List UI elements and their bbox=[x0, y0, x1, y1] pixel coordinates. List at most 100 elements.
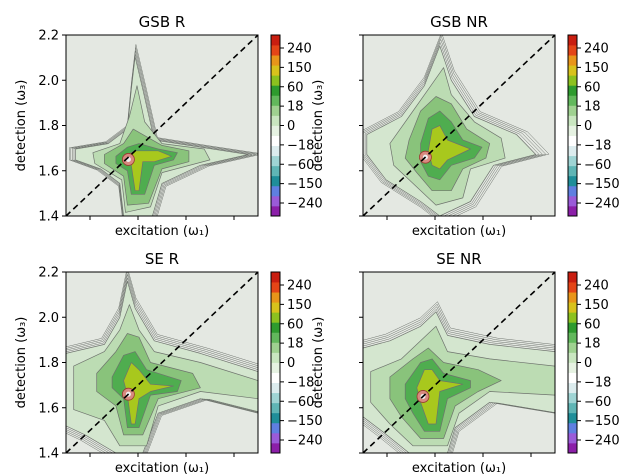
colorbar-segment bbox=[271, 135, 280, 147]
y-tick-label: 2.2 bbox=[38, 29, 59, 44]
y-tick-label: 1.4 bbox=[38, 447, 59, 462]
colorbar-segment bbox=[271, 382, 280, 394]
colorbar-segment bbox=[271, 372, 280, 384]
colorbar-segment bbox=[568, 342, 577, 353]
colorbar-segment bbox=[271, 322, 280, 333]
colorbar-tick-label: −60 bbox=[287, 395, 314, 410]
colorbar-tick-label: 240 bbox=[584, 279, 609, 294]
colorbar-segment bbox=[271, 402, 280, 414]
colorbar-tick-label: 60 bbox=[584, 317, 601, 332]
contour-line bbox=[66, 277, 258, 453]
contour-line bbox=[364, 41, 540, 216]
colorbar-segment bbox=[271, 35, 280, 46]
colorbar-tick-label: 240 bbox=[287, 42, 312, 57]
panel-se-r: SE R excitation (ω₁) detection (ω₃) 1.4 1.6 1… bbox=[14, 250, 323, 475]
colorbar-tick-label: −150 bbox=[584, 414, 620, 429]
colorbar-segment bbox=[568, 195, 577, 207]
diagonal-line bbox=[363, 35, 555, 216]
y-tick-label: 1.8 bbox=[38, 119, 59, 134]
colorbar-tick-label: −60 bbox=[584, 395, 611, 410]
colorbar-segment bbox=[568, 372, 577, 384]
contour-line bbox=[363, 306, 555, 453]
colorbar-segment bbox=[568, 35, 577, 46]
colorbar-segment bbox=[568, 115, 577, 126]
colorbar-tick-label: 240 bbox=[584, 42, 609, 57]
panel-title: GSB NR bbox=[430, 13, 488, 31]
colorbar-segment bbox=[271, 432, 280, 444]
colorbar-segment bbox=[271, 175, 280, 187]
contour-line bbox=[363, 303, 555, 453]
colorbar-tick-label: −150 bbox=[584, 177, 620, 192]
colorbar-tick-label: 60 bbox=[584, 80, 601, 95]
colorbar-segment bbox=[568, 302, 577, 313]
colorbar-segment bbox=[568, 412, 577, 424]
colorbar-segment bbox=[271, 292, 280, 303]
colorbar-segment bbox=[568, 432, 577, 444]
colorbar-segment bbox=[568, 282, 577, 293]
colorbar-tick-label: 18 bbox=[287, 337, 304, 352]
colorbar-segment bbox=[568, 45, 577, 56]
colorbar-segment bbox=[568, 402, 577, 414]
colorbar-tick-label: 240 bbox=[287, 279, 312, 294]
contour-level bbox=[123, 362, 174, 425]
colorbar-segment bbox=[568, 135, 577, 147]
x-axis-label: excitation (ω₁) bbox=[115, 224, 209, 239]
contour-line bbox=[66, 274, 258, 453]
colorbar-segment bbox=[271, 332, 280, 343]
colorbar-tick-label: −240 bbox=[287, 197, 323, 212]
colorbar-segment bbox=[568, 312, 577, 323]
colorbar-segment bbox=[271, 442, 280, 454]
colorbar-segment bbox=[271, 95, 280, 106]
colorbar-tick-label: 0 bbox=[287, 356, 295, 371]
colorbar-segment bbox=[568, 175, 577, 187]
diagonal-line bbox=[66, 272, 258, 453]
colorbar-tick-label: 0 bbox=[584, 119, 592, 134]
colorbar-segment bbox=[568, 165, 577, 177]
colorbar-tick-label: −240 bbox=[584, 197, 620, 212]
colorbar: 240 150 60 18 0 −18 −60 −150 −240 bbox=[567, 34, 620, 217]
diagonal-line bbox=[66, 35, 258, 216]
colorbar-segment bbox=[568, 95, 577, 106]
colorbar-tick-label: 18 bbox=[287, 100, 304, 115]
colorbar-segment bbox=[271, 412, 280, 424]
colorbar-segment bbox=[568, 145, 577, 157]
colorbar-segment bbox=[568, 205, 577, 217]
y-axis-label: detection (ω₃) bbox=[311, 80, 326, 172]
colorbar-segment bbox=[568, 352, 577, 363]
colorbar-tick-label: 0 bbox=[287, 119, 295, 134]
colorbar-tick-label: −240 bbox=[287, 434, 323, 449]
colorbar-tick-label: −18 bbox=[584, 375, 611, 390]
colorbar-tick-label: −18 bbox=[287, 375, 314, 390]
colorbar-segment bbox=[271, 75, 280, 86]
y-axis-label: detection (ω₃) bbox=[311, 317, 326, 409]
colorbar-tick-label: −18 bbox=[584, 138, 611, 153]
colorbar-segment bbox=[568, 155, 577, 167]
colorbar: 240 150 60 18 0 −18 −60 −150 −240 bbox=[270, 271, 323, 454]
colorbar-segment bbox=[271, 145, 280, 157]
panel-title: GSB R bbox=[139, 13, 186, 31]
panel-se-nr: SE NR excitation (ω₁) detection (ω₃) 240 150… bbox=[311, 250, 620, 475]
colorbar-tick-label: −60 bbox=[287, 158, 314, 173]
x-axis-label: excitation (ω₁) bbox=[412, 461, 506, 475]
contour-line bbox=[66, 272, 258, 453]
colorbar-segment bbox=[271, 115, 280, 126]
colorbar-segment bbox=[568, 85, 577, 96]
contour-line bbox=[363, 301, 555, 453]
colorbar-segment bbox=[271, 352, 280, 363]
y-tick-label: 2.2 bbox=[38, 266, 59, 281]
colorbar-segment bbox=[271, 165, 280, 177]
contour-level bbox=[416, 369, 464, 425]
colorbar-segment bbox=[568, 322, 577, 333]
colorbar-segment bbox=[568, 272, 577, 283]
panel-gsb-nr: GSB NR excitation (ω₁) detection (ω₃) 240 15… bbox=[311, 13, 620, 239]
colorbar-segment bbox=[271, 65, 280, 76]
colorbar-segment bbox=[568, 185, 577, 197]
colorbar-segment bbox=[271, 272, 280, 283]
colorbar-segment bbox=[568, 392, 577, 404]
y-tick-label: 1.8 bbox=[38, 356, 59, 371]
colorbar: 240 150 60 18 0 −18 −60 −150 −240 bbox=[567, 271, 620, 454]
panel-gsb-r: GSB R excitation (ω₁) detection (ω₃) 1.4 1.6… bbox=[14, 13, 323, 239]
y-axis-label: detection (ω₃) bbox=[14, 80, 29, 172]
colorbar-tick-label: 18 bbox=[584, 337, 601, 352]
